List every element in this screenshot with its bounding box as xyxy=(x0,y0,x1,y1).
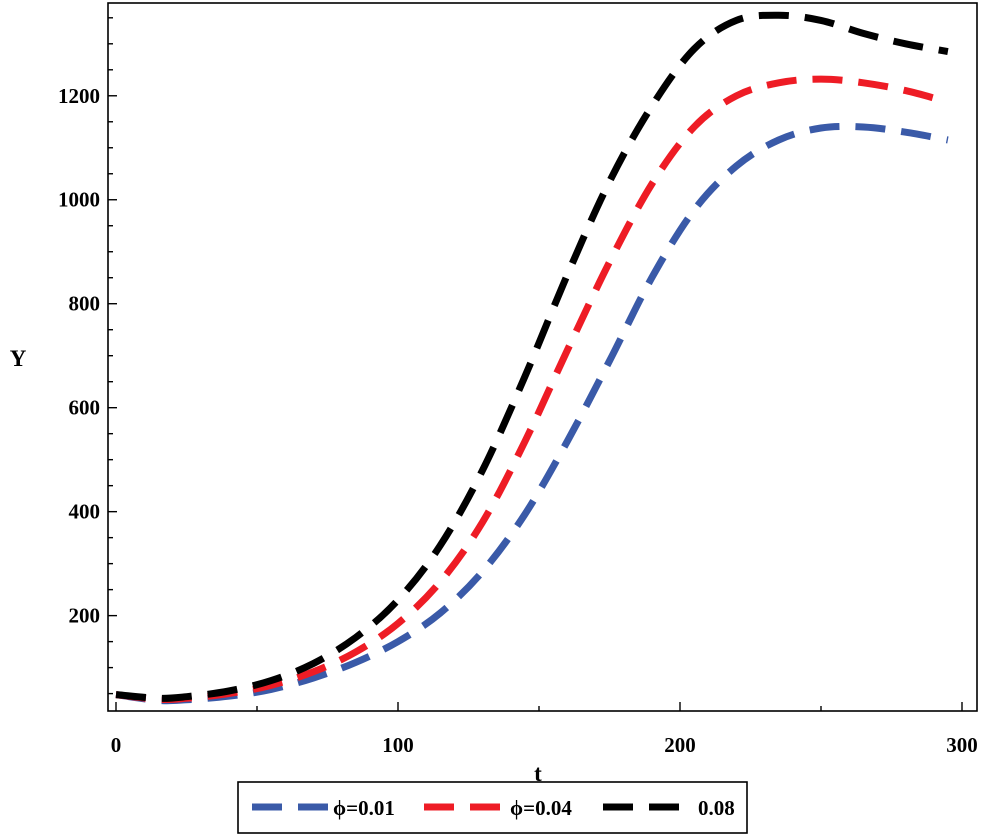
series-line-2 xyxy=(115,75,949,704)
tick-labels: 200 400 600 800 1000 1200 0 100 200 300 xyxy=(58,84,978,757)
x-axis-label: t xyxy=(534,761,542,786)
series-line-1 xyxy=(115,122,949,705)
x-tick-label: 200 xyxy=(664,733,696,757)
y-tick-label: 1000 xyxy=(58,188,100,212)
series-lines xyxy=(115,11,949,705)
legend-label-3: 0.08 xyxy=(698,796,735,820)
legend-label-1: ϕ=0.01 xyxy=(333,796,395,820)
y-tick-label: 800 xyxy=(69,292,101,316)
y-tick-label: 600 xyxy=(69,396,101,420)
x-tick-label: 300 xyxy=(946,733,978,757)
y-tick-label: 200 xyxy=(69,604,101,628)
y-axis-label: Y xyxy=(10,346,27,371)
y-tick-label: 400 xyxy=(69,500,101,524)
x-tick-label: 0 xyxy=(111,733,122,757)
legend-label-2: ϕ=0.04 xyxy=(510,796,572,820)
series-line-3 xyxy=(115,11,949,702)
plot-frame xyxy=(107,2,978,712)
legend: ϕ=0.01 ϕ=0.04 0.08 xyxy=(237,781,748,834)
x-tick-label: 100 xyxy=(382,733,414,757)
axis-ticks xyxy=(108,17,963,711)
y-tick-label: 1200 xyxy=(58,84,100,108)
